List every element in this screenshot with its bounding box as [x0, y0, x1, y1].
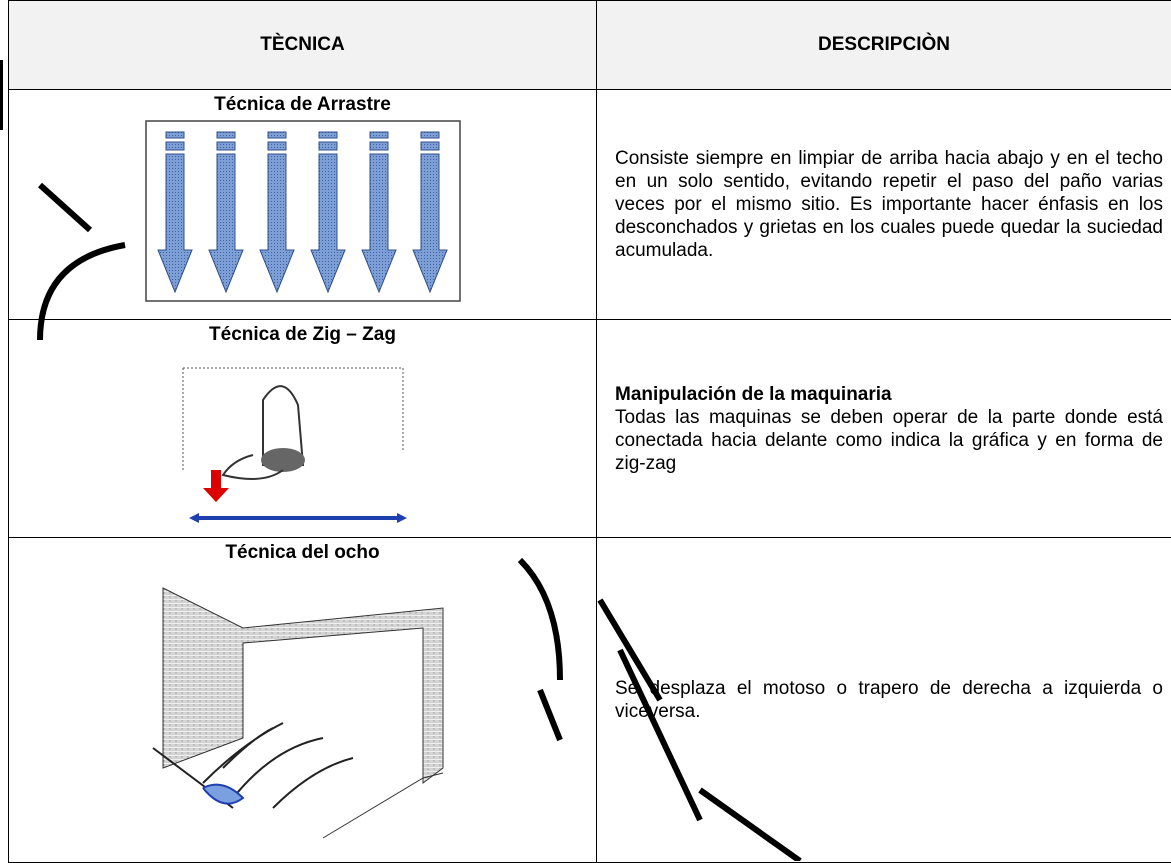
- arrows-illustration: [145, 120, 461, 302]
- arrow-part: [268, 132, 286, 138]
- header-row: TÈCNICA DESCRIPCIÒN: [9, 1, 1171, 90]
- arrow-part: [319, 132, 337, 138]
- technique-cell: Técnica de Arrastre: [9, 90, 597, 320]
- row: Técnica de Zig – Zag Manipulación de la …: [9, 320, 1171, 538]
- technique-cell: Técnica de Zig – Zag: [9, 320, 597, 538]
- arrow-part: [421, 132, 439, 138]
- description-cell: Se desplaza el motoso o trapero de derec…: [597, 538, 1171, 863]
- figure-eight-illustration: [143, 568, 463, 848]
- arrow-part: [370, 132, 388, 138]
- technique-title: Técnica de Arrastre: [9, 94, 596, 116]
- description: Consiste siempre en limpiar de arriba ha…: [615, 148, 1163, 261]
- description: Se desplaza el motoso o trapero de derec…: [615, 678, 1163, 722]
- header-cell: TÈCNICA: [9, 1, 597, 90]
- arrow-part: [166, 132, 184, 138]
- arrow-part: [370, 142, 388, 150]
- arrow-part: [319, 142, 337, 150]
- technique-title: Técnica del ocho: [9, 542, 596, 564]
- machine-illustration: [153, 350, 453, 530]
- header-cell: DESCRIPCIÒN: [597, 1, 1171, 90]
- technique-cell: Técnica del ocho: [9, 538, 597, 863]
- description-cell: Consiste siempre en limpiar de arriba ha…: [597, 90, 1171, 320]
- row: Técnica del ocho Se desplaza el motoso o…: [9, 538, 1171, 863]
- technique-title: Técnica de Zig – Zag: [9, 324, 596, 346]
- techniques-table: TÈCNICA DESCRIPCIÒN Técnica de Arrastre …: [8, 0, 1171, 863]
- arrow-part: [166, 142, 184, 150]
- description: Todas las maquinas se deben operar de la…: [615, 407, 1163, 474]
- description-cell: Manipulación de la maquinaria Todas las …: [597, 320, 1171, 538]
- description-title: Manipulación de la maquinaria: [615, 383, 1163, 406]
- arrow-part: [217, 132, 235, 138]
- row: Técnica de Arrastre Consiste siempre en …: [9, 90, 1171, 320]
- arrow-part: [268, 142, 286, 150]
- arrow-part: [217, 142, 235, 150]
- arrow-part: [421, 142, 439, 150]
